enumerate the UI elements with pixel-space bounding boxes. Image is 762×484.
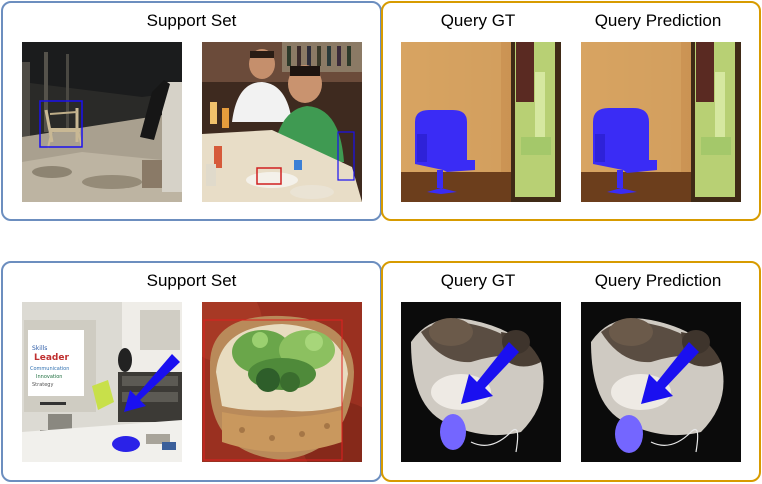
query-panel-2: Query GT Query Prediction — [381, 261, 761, 482]
support-set-panel-1: Support Set — [1, 1, 382, 221]
svg-text:Skills: Skills — [32, 345, 47, 352]
support-image-food-closeup — [202, 302, 362, 462]
support-set-panel-2: Support Set Skills Leader Communication … — [1, 261, 382, 482]
query-prediction-title: Query Prediction — [594, 11, 722, 30]
support-image-restaurant — [202, 42, 362, 202]
support-image-office-desk: Skills Leader Communication Innovation S… — [22, 302, 182, 462]
svg-text:Innovation: Innovation — [36, 374, 62, 380]
query-prediction-image-cat-mouse — [581, 302, 741, 462]
chair-bbox — [337, 131, 355, 181]
bbox — [203, 319, 343, 461]
query-gt-title: Query GT — [440, 271, 516, 290]
support-image-chair-room — [22, 42, 182, 202]
arrow-icon — [124, 354, 180, 412]
query-prediction-image-chair — [581, 42, 741, 202]
arrow-icon — [641, 342, 699, 404]
support-set-title: Support Set — [146, 11, 237, 30]
query-prediction-title: Query Prediction — [594, 271, 722, 290]
query-panel-1: Query GT Query Prediction — [381, 1, 761, 221]
query-gt-image-chair — [401, 42, 561, 202]
query-gt-image-cat-mouse — [401, 302, 561, 462]
svg-text:Leader: Leader — [34, 353, 69, 363]
svg-text:Strategy: Strategy — [32, 382, 53, 388]
query-gt-title: Query GT — [440, 11, 516, 30]
chair-bbox — [39, 100, 83, 148]
support-set-title: Support Set — [146, 271, 237, 290]
arrow-icon — [461, 342, 519, 404]
svg-text:Communication: Communication — [30, 366, 69, 372]
